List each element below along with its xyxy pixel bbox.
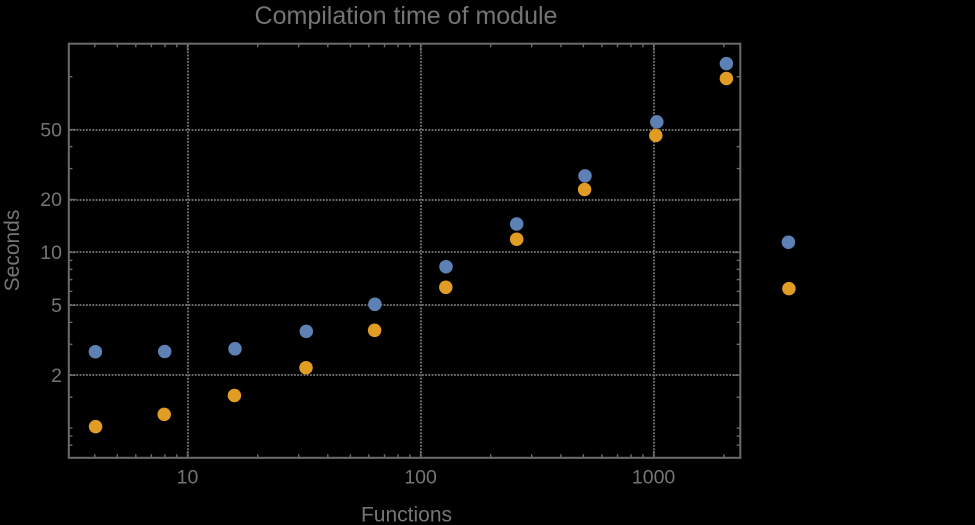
svg-text:100: 100 [404, 467, 437, 489]
svg-text:20: 20 [40, 189, 62, 211]
svg-text:1000: 1000 [632, 467, 676, 489]
svg-text:10: 10 [40, 242, 62, 264]
svg-text:Compilation time of module: Compilation time of module [255, 2, 558, 30]
svg-text:10: 10 [177, 467, 199, 489]
svg-text:5: 5 [51, 295, 62, 317]
svg-text:Functions: Functions [361, 504, 452, 525]
svg-text:Seconds: Seconds [1, 210, 24, 292]
svg-text:2: 2 [51, 365, 62, 387]
svg-text:50: 50 [40, 119, 62, 141]
